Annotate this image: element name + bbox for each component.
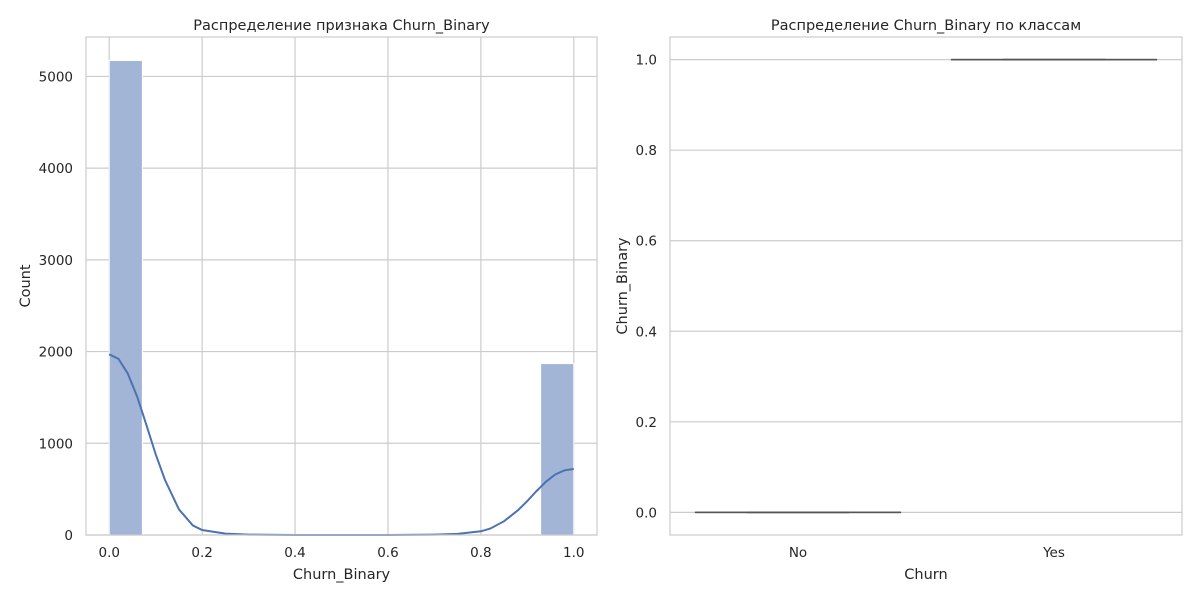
histogram-y-tick-label: 3000 [39, 253, 73, 269]
boxplot-title: Распределение Churn_Binary по классам [771, 18, 1081, 34]
histogram-x-tick-label: 0.8 [470, 545, 491, 561]
histogram-y-axis-label: Count [18, 264, 34, 307]
histogram-plot-frame [85, 36, 598, 536]
boxplot-y-tick-label: 0.6 [636, 234, 657, 250]
histogram-bar [540, 363, 575, 536]
boxplot-plot-frame [669, 36, 1183, 536]
boxplot-panel: Распределение Churn_Binary по классам No… [615, 18, 1183, 583]
histogram-bars [108, 59, 575, 536]
boxplot-y-tick-label: 0.4 [636, 324, 657, 340]
boxplot-boxes [694, 58, 1158, 514]
histogram-y-tick-label: 1000 [39, 436, 73, 452]
histogram-panel: Распределение признака Churn_Binary 0.0 0… [18, 18, 598, 583]
boxplot-y-tick-label: 0.0 [636, 505, 657, 521]
histogram-y-tick-label: 5000 [39, 69, 73, 85]
boxplot-x-axis-label: Churn [904, 567, 947, 583]
boxplot-x-ticks: No Yes [789, 545, 1065, 561]
histogram-title: Распределение признака Churn_Binary [193, 18, 490, 34]
histogram-gridlines [86, 37, 597, 536]
histogram-bar [108, 59, 143, 536]
boxplot-gridlines [670, 59, 1182, 513]
boxplot-y-tick-label: 1.0 [636, 53, 657, 69]
boxplot-y-axis-label: Churn_Binary [615, 237, 631, 335]
histogram-x-ticks: 0.0 0.2 0.4 0.6 0.8 1.0 [98, 545, 584, 561]
histogram-x-tick-label: 0.6 [377, 545, 398, 561]
histogram-x-tick-label: 0.0 [98, 545, 119, 561]
histogram-y-ticks: 0 1000 2000 3000 4000 5000 [39, 69, 73, 544]
histogram-x-tick-label: 0.4 [284, 545, 305, 561]
histogram-x-tick-label: 0.2 [191, 545, 212, 561]
boxplot-x-tick-label: No [789, 545, 807, 561]
boxplot-y-tick-label: 0.8 [636, 143, 657, 159]
histogram-x-tick-label: 1.0 [563, 545, 584, 561]
histogram-y-tick-label: 0 [64, 528, 73, 544]
histogram-y-tick-label: 2000 [39, 345, 73, 361]
kde-curve [108, 353, 574, 536]
histogram-y-tick-label: 4000 [39, 161, 73, 177]
boxplot-x-tick-label: Yes [1042, 545, 1065, 561]
histogram-x-axis-label: Churn_Binary [293, 567, 391, 583]
boxplot-y-tick-label: 0.2 [636, 415, 657, 431]
boxplot-y-ticks: 0.0 0.2 0.4 0.6 0.8 1.0 [636, 53, 657, 522]
